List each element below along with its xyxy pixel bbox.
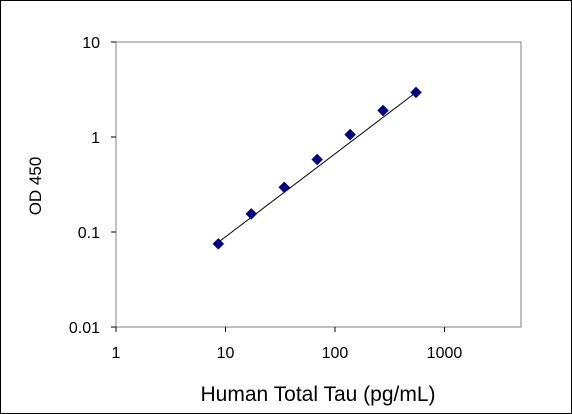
- data-point-0-1: [245, 208, 258, 220]
- x-axis-label: Human Total Tau (pg/mL): [200, 383, 435, 406]
- axis-ticks: 1 10 100 1000 10 1 0.1 0.01: [69, 35, 463, 362]
- x-tick-label-1: 10: [217, 345, 235, 362]
- y-tick-label-2: 0.1: [78, 225, 100, 242]
- x-tick-label-3: 1000: [427, 345, 463, 362]
- data-point-0-5: [377, 104, 389, 117]
- data-point-0-3: [311, 153, 324, 166]
- y-axis-label: OD 450: [26, 157, 45, 216]
- data-point-0-4: [344, 128, 356, 141]
- data-point-0-0: [212, 238, 225, 250]
- x-tick-label-2: 100: [322, 345, 349, 362]
- y-tick-label-3: 0.01: [69, 320, 100, 337]
- data-point-0-6: [410, 86, 422, 99]
- data-point-0-2: [278, 181, 291, 194]
- data-points: [212, 86, 422, 250]
- y-tick-label-1: 1: [91, 130, 100, 147]
- plot-area: [115, 41, 522, 328]
- x-tick-label-0: 1: [112, 345, 121, 362]
- y-tick-label-0: 10: [82, 35, 100, 52]
